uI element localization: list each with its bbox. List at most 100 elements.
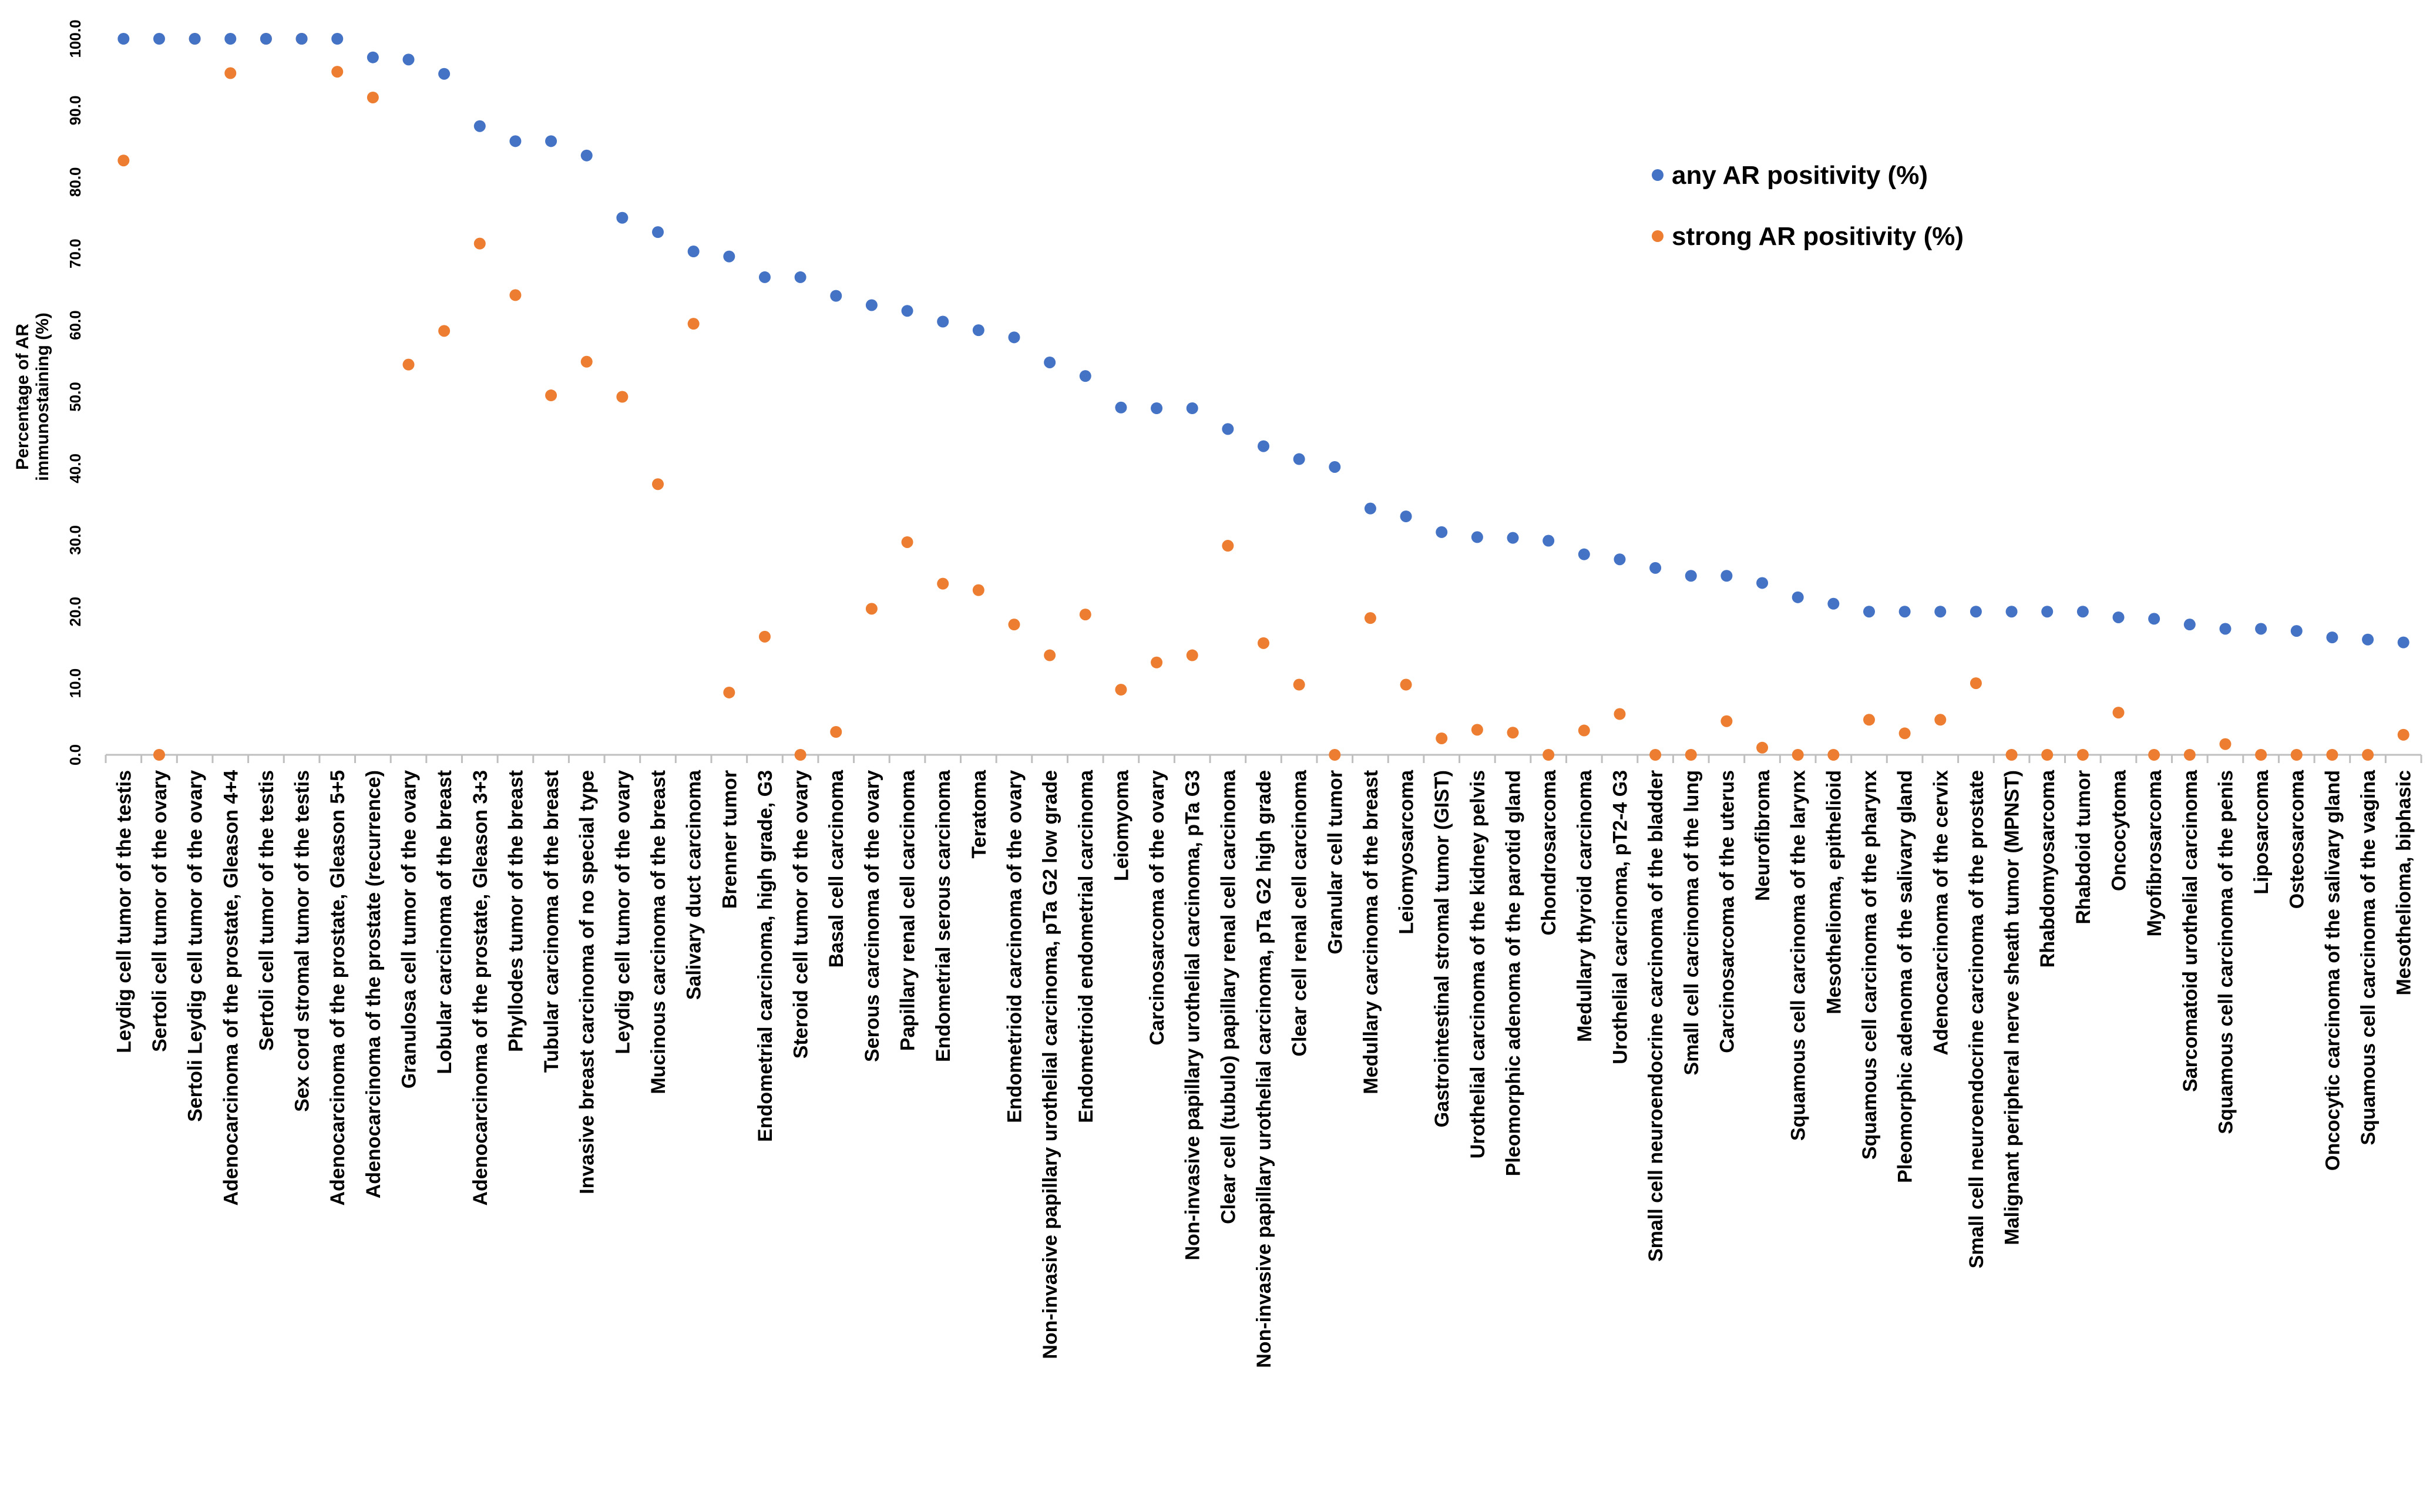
point-strong-ar [1364, 612, 1376, 624]
point-strong-ar [2148, 749, 2160, 761]
legend-label: any AR positivity (%) [1672, 161, 1928, 190]
x-category-label: Oncocytic carcinoma of the salivary glan… [2321, 770, 2344, 1171]
point-any-ar [2326, 631, 2338, 644]
x-category-label: Tubular carcinoma of the breast [540, 770, 563, 1073]
point-any-ar [2005, 606, 2018, 618]
point-strong-ar [1970, 677, 1982, 690]
x-category-label: Non-invasive papillary urothelial carcin… [1253, 770, 1275, 1368]
x-category-label: Sertoli cell tumor of the testis [256, 770, 278, 1051]
x-category-label: Pleomorphic adenoma of the parotid gland [1503, 770, 1525, 1176]
x-category-label: Adenocarcinoma of the prostate, Gleason … [327, 770, 349, 1206]
point-strong-ar [331, 66, 344, 78]
point-strong-ar [2255, 749, 2267, 761]
point-any-ar [438, 68, 451, 80]
x-category-label: Urothelial carcinoma of the kidney pelvi… [1467, 770, 1489, 1158]
y-tick-label: 70.0 [66, 238, 84, 268]
x-category-label: Carcinosarcoma of the ovary [1146, 770, 1168, 1046]
x-category-label: Sex cord stromal tumor of the testis [291, 770, 314, 1112]
point-any-ar [260, 33, 272, 45]
x-category-label: Leiomyosarcoma [1396, 770, 1418, 935]
point-strong-ar [2290, 749, 2303, 761]
point-strong-ar [1792, 749, 1804, 761]
point-strong-ar [1685, 749, 1697, 761]
point-any-ar [2397, 636, 2410, 649]
point-strong-ar [1720, 715, 1733, 727]
x-category-label: Sertoli Leydig cell tumor of the ovary [184, 770, 207, 1122]
point-any-ar [1115, 401, 1127, 414]
y-tick-label: 50.0 [66, 382, 84, 412]
y-axis-ticks: 0.0 10.0 20.0 30.0 40.0 50.0 60.0 70.0 80.0 90.0 1… [66, 19, 84, 765]
point-any-ar [1614, 553, 1626, 566]
point-any-ar [295, 33, 308, 45]
x-category-label: Papillary renal cell carcinoma [897, 770, 919, 1051]
point-any-ar [2148, 613, 2160, 625]
x-category-label: Gastrointestinal stromal tumor (GIST) [1431, 770, 1453, 1127]
point-strong-ar [438, 325, 451, 337]
point-any-ar [545, 135, 557, 147]
x-category-label: Lobular carcinoma of the breast [433, 770, 456, 1074]
point-strong-ar [723, 686, 735, 698]
x-axis-tick-marks [105, 755, 2422, 763]
point-any-ar [1222, 423, 1234, 435]
legend-marker [1652, 230, 1664, 242]
point-strong-ar [224, 67, 237, 79]
point-any-ar [1293, 453, 1305, 465]
point-any-ar [1436, 526, 1448, 538]
point-any-ar [1827, 597, 1840, 610]
point-strong-ar [2041, 749, 2054, 761]
x-category-label: Oncocytoma [2108, 770, 2130, 891]
x-category-label: Invasive breast carcinoma of no special … [576, 770, 599, 1194]
x-category-label: Mesothelioma, epithelioid [1823, 770, 1845, 1014]
point-strong-ar [1151, 656, 1163, 668]
point-any-ar [189, 33, 201, 45]
point-strong-ar [758, 630, 771, 643]
point-any-ar [2183, 619, 2196, 631]
point-strong-ar [1863, 714, 1875, 726]
point-any-ar [509, 135, 522, 147]
point-strong-ar [580, 355, 593, 368]
point-strong-ar [1649, 749, 1662, 761]
x-category-label: Adenocarcinoma of the prostate, Gleason … [469, 770, 492, 1206]
point-strong-ar [367, 91, 379, 103]
point-any-ar [1400, 510, 1412, 523]
point-any-ar [117, 33, 130, 45]
point-any-ar [473, 120, 486, 132]
point-any-ar [1756, 577, 1769, 589]
point-strong-ar [2326, 749, 2338, 761]
point-strong-ar [972, 584, 984, 596]
point-strong-ar [2076, 749, 2089, 761]
x-category-label: Endometrioid endometrial carcinoma [1075, 770, 1097, 1123]
x-category-label: Small cell neuroendocrine carcinoma of t… [1645, 770, 1667, 1262]
x-category-label: Sertoli cell tumor of the ovary [149, 770, 171, 1052]
x-category-label: Granulosa cell tumor of the ovary [398, 770, 420, 1088]
point-any-ar [402, 53, 415, 66]
point-any-ar [794, 271, 806, 283]
x-category-label: Malignant peripheral nerve sheath tumor … [2001, 770, 2024, 1245]
x-category-label: Basal cell carcinoma [825, 770, 848, 968]
x-category-label: Leiomyoma [1110, 770, 1133, 881]
point-strong-ar [901, 536, 913, 548]
y-axis-label-line: Percentage of AR [13, 324, 32, 470]
point-strong-ar [2112, 707, 2125, 719]
x-category-label: Serous carcinoma of the ovary [861, 770, 883, 1062]
point-strong-ar [509, 289, 522, 301]
point-strong-ar [402, 358, 415, 371]
point-strong-ar [1614, 708, 1626, 720]
x-category-label: Neurofibroma [1752, 770, 1774, 901]
point-strong-ar [1222, 540, 1234, 552]
x-category-label: Granular cell tumor [1324, 770, 1346, 955]
x-category-label: Clear cell (tubulo) papillary renal cell… [1217, 770, 1239, 1224]
point-strong-ar [687, 318, 700, 330]
point-strong-ar [2219, 738, 2232, 750]
point-any-ar [1079, 370, 1091, 382]
x-category-label: Small cell neuroendocrine carcinoma of t… [1965, 770, 1988, 1268]
x-category-label: Liposarcoma [2250, 770, 2273, 895]
x-category-label: Adenocarcinoma of the prostate, Gleason … [220, 770, 242, 1206]
point-any-ar [1186, 402, 1198, 415]
point-strong-ar [794, 749, 806, 761]
point-any-ar [1720, 570, 1733, 582]
point-strong-ar [1400, 678, 1412, 691]
point-any-ar [901, 305, 913, 317]
point-strong-ar [830, 725, 842, 738]
x-category-label: Small cell carcinoma of the lung [1681, 770, 1703, 1076]
